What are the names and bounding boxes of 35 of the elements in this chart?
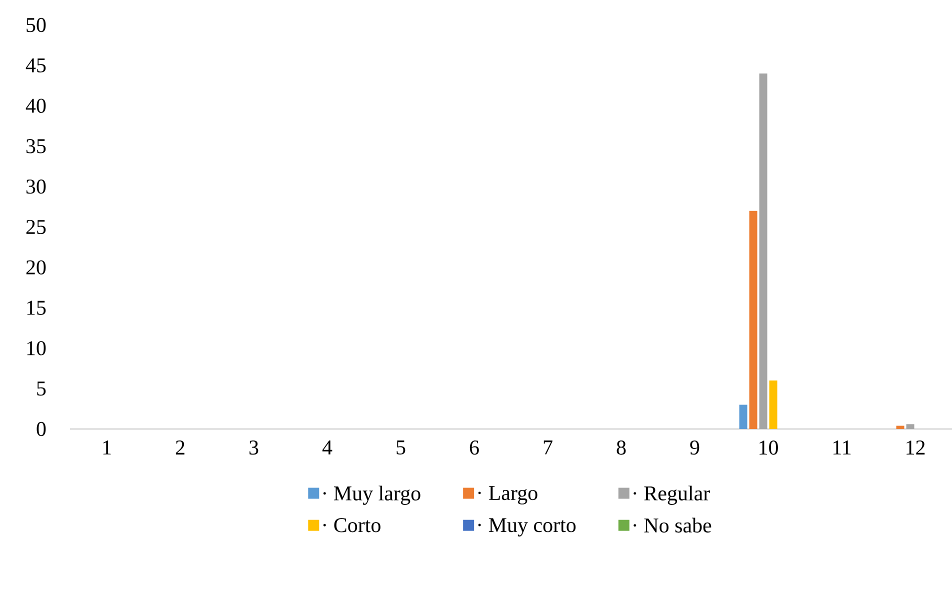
x-tick-label: 4: [322, 440, 332, 454]
y-tick-label: 20: [26, 260, 46, 274]
x-tick-label: 9: [690, 440, 700, 455]
y-tick-label: 45: [26, 58, 46, 72]
x-tick-label: 2: [176, 440, 184, 454]
y-tick-label: 25: [26, 220, 46, 234]
x-tick-label: 7: [544, 440, 552, 454]
y-tick-label: 40: [26, 98, 46, 113]
x-tick-label: 3: [250, 440, 258, 455]
x-tick-label: 6: [470, 440, 479, 455]
bar: [769, 380, 778, 429]
bar: [896, 426, 904, 429]
y-tick-label: 10: [27, 341, 46, 356]
y-tick-label: 30: [26, 180, 46, 194]
y-tick-label: 50: [26, 18, 46, 32]
legend-label: · No sabe: [634, 518, 712, 533]
x-tick-label: 1: [103, 440, 111, 454]
x-tick-label: 5: [396, 440, 406, 454]
y-tick-label: 35: [26, 139, 46, 154]
legend-label: · Muy largo: [323, 486, 420, 505]
x-tick-label: 11: [834, 440, 851, 454]
y-tick-label: 15: [27, 300, 46, 315]
bar: [739, 404, 748, 429]
legend-label: · Muy corto: [478, 518, 576, 536]
x-tick-label: 8: [616, 440, 626, 455]
legend-label: · Largo: [478, 486, 538, 504]
legend-label: · Corto: [323, 518, 380, 532]
x-tick-label: 12: [906, 440, 925, 454]
bar: [906, 424, 914, 429]
bar: [759, 73, 768, 429]
x-tick-label: 10: [760, 440, 778, 455]
y-tick-label: 5: [37, 382, 46, 396]
legend-label: · Regular: [634, 486, 710, 505]
bar: [749, 210, 758, 429]
y-tick-label: 0: [36, 422, 46, 436]
